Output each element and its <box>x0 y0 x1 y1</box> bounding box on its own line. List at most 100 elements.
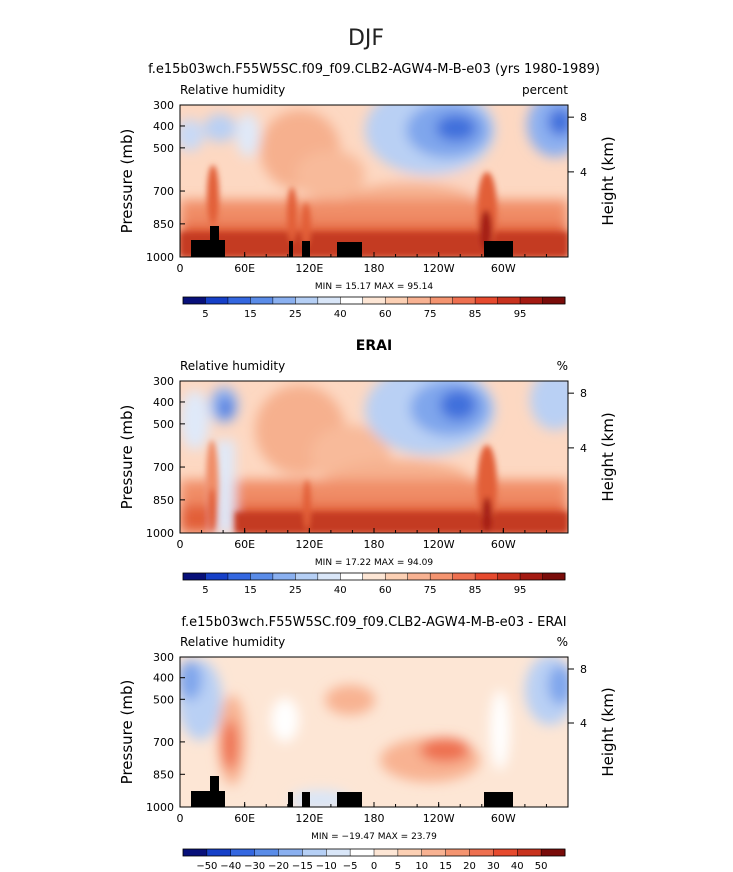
y-tick-label: 400 <box>153 120 174 133</box>
colorbar-bin <box>497 573 521 580</box>
y-tick-label: 500 <box>153 418 174 431</box>
x-tick-label: 180 <box>364 538 385 551</box>
colorbar-bin <box>520 297 544 304</box>
colorbar-label: 25 <box>289 585 302 596</box>
x-tick-label: 0 <box>177 812 184 825</box>
colorbar-bin <box>362 573 386 580</box>
colorbar-bin <box>183 297 206 304</box>
y-tick-label: 700 <box>153 736 174 749</box>
y2-tick-label: 4 <box>580 442 587 455</box>
colorbar-bin <box>362 297 386 304</box>
colorbar-bin <box>227 573 251 580</box>
colorbar-label: 15 <box>439 861 452 872</box>
x-tick-label: 120W <box>423 262 455 275</box>
colorbar-bin <box>317 573 341 580</box>
y-axis-label: Pressure (mb) <box>118 405 136 510</box>
y-tick-label: 500 <box>153 693 174 706</box>
colorbar-label: −5 <box>343 861 358 872</box>
panel-title: f.e15b03wch.F55W5SC.f09_f09.CLB2-AGW4-M-… <box>181 615 566 630</box>
x-tick-label: 60E <box>234 262 255 275</box>
colorbar-bin <box>407 573 431 580</box>
y-tick-label: 850 <box>153 768 174 781</box>
colorbar-bin <box>520 573 544 580</box>
min-max-text: MIN = 15.17 MAX = 95.14 <box>315 282 433 292</box>
x-tick-label: 60E <box>234 812 255 825</box>
colorbar-label: 60 <box>379 585 392 596</box>
panel-title: ERAI <box>356 338 392 354</box>
x-tick-label: 0 <box>177 538 184 551</box>
units-label: percent <box>522 83 568 97</box>
contour-field <box>180 381 568 533</box>
colorbar-bin <box>541 849 566 856</box>
colorbar-label: 5 <box>202 585 208 596</box>
colorbar-label: 30 <box>487 861 500 872</box>
colorbar-bin <box>542 573 566 580</box>
panel-erai: ERAI Relative humidity % <box>118 338 617 596</box>
colorbar-label: 60 <box>379 309 392 320</box>
y-tick-label: 1000 <box>146 251 174 264</box>
colorbar-bin <box>469 849 494 856</box>
field-label: Relative humidity <box>180 359 285 373</box>
x-tick-label: 120W <box>423 812 455 825</box>
y2-tick-label: 8 <box>580 387 587 400</box>
colorbar-outline <box>182 296 566 305</box>
y-tick-label: 400 <box>153 396 174 409</box>
colorbar-bin <box>272 297 296 304</box>
colorbar-bin <box>430 573 454 580</box>
colorbar-label: 75 <box>424 309 437 320</box>
y2-tick-label: 8 <box>580 111 587 124</box>
y-tick-label: 300 <box>153 375 174 388</box>
colorbar-label: −40 <box>220 861 241 872</box>
y2-tick-label: 4 <box>580 717 587 730</box>
colorbar-bin <box>475 573 499 580</box>
field-label: Relative humidity <box>180 83 285 97</box>
y-axis-label: Pressure (mb) <box>118 129 136 234</box>
colorbar-label: 10 <box>415 861 428 872</box>
y2-axis-label: Height (km) <box>599 687 617 776</box>
axes: 0 60E 120E 180 120W 60W 300 400 500 700 850 1000 8 4 <box>146 99 587 275</box>
colorbar-bin <box>278 849 303 856</box>
colorbar-bin <box>230 849 256 856</box>
colorbar-bin <box>517 849 542 856</box>
colorbar-label: 85 <box>469 309 482 320</box>
colorbar-bin <box>227 297 251 304</box>
colorbar-bin <box>317 297 341 304</box>
y-tick-label: 850 <box>153 494 174 507</box>
colorbar-bin <box>421 849 447 856</box>
x-tick-label: 120E <box>295 538 323 551</box>
colorbar-label: 20 <box>463 861 476 872</box>
y-tick-label: 400 <box>153 672 174 685</box>
colorbar-bin <box>497 297 521 304</box>
colorbar: 5 15 25 40 60 75 85 95 <box>182 572 566 596</box>
colorbar-bin <box>295 573 319 580</box>
y-tick-label: 500 <box>153 142 174 155</box>
units-label: % <box>557 359 568 373</box>
figure-title: DJF <box>348 26 384 51</box>
colorbar-bin <box>452 573 476 580</box>
colorbar-bin <box>205 297 229 304</box>
y2-tick-label: 8 <box>580 663 587 676</box>
x-tick-label: 180 <box>364 812 385 825</box>
colorbar-bin <box>302 849 327 856</box>
y2-tick-label: 4 <box>580 166 587 179</box>
colorbar: −50 −40 −30 −20 −15 −10 −5 0 5 10 15 20 30 40 50 <box>182 848 566 872</box>
axes: 0 60E 120E 180 120W 60W 300 400 500 700 850 1000 8 4 <box>146 651 587 825</box>
x-tick-label: 60E <box>234 538 255 551</box>
colorbar-bin <box>250 297 274 304</box>
y-tick-label: 1000 <box>146 527 174 540</box>
colorbar-bin <box>542 297 566 304</box>
panel-title: f.e15b03wch.F55W5SC.f09_f09.CLB2-AGW4-M-… <box>148 62 600 77</box>
min-max-text: MIN = 17.22 MAX = 94.09 <box>315 558 433 568</box>
colorbar-label: 40 <box>334 585 347 596</box>
contour-field <box>180 657 568 807</box>
colorbar-bin <box>385 573 409 580</box>
min-max-text: MIN = −19.47 MAX = 23.79 <box>311 832 437 842</box>
colorbar-bin <box>183 849 208 856</box>
colorbar-label: −30 <box>244 861 265 872</box>
colorbar-bin <box>374 849 399 856</box>
y2-axis-label: Height (km) <box>599 412 617 501</box>
colorbar: 5 15 25 40 60 75 85 95 <box>182 296 566 320</box>
x-tick-label: 180 <box>364 262 385 275</box>
x-tick-label: 60W <box>491 538 516 551</box>
